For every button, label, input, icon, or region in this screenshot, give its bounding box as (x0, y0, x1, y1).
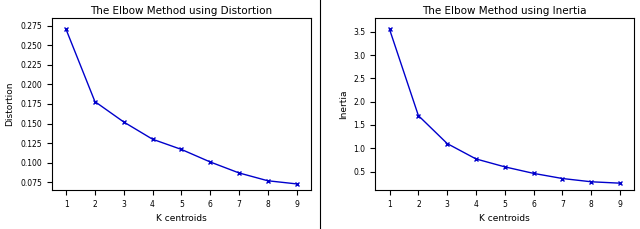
Title: The Elbow Method using Distortion: The Elbow Method using Distortion (90, 5, 273, 16)
X-axis label: K centroids: K centroids (156, 214, 207, 224)
X-axis label: K centroids: K centroids (479, 214, 530, 224)
Y-axis label: Inertia: Inertia (339, 89, 348, 119)
Y-axis label: Distortion: Distortion (6, 82, 15, 126)
Title: The Elbow Method using Inertia: The Elbow Method using Inertia (422, 5, 587, 16)
